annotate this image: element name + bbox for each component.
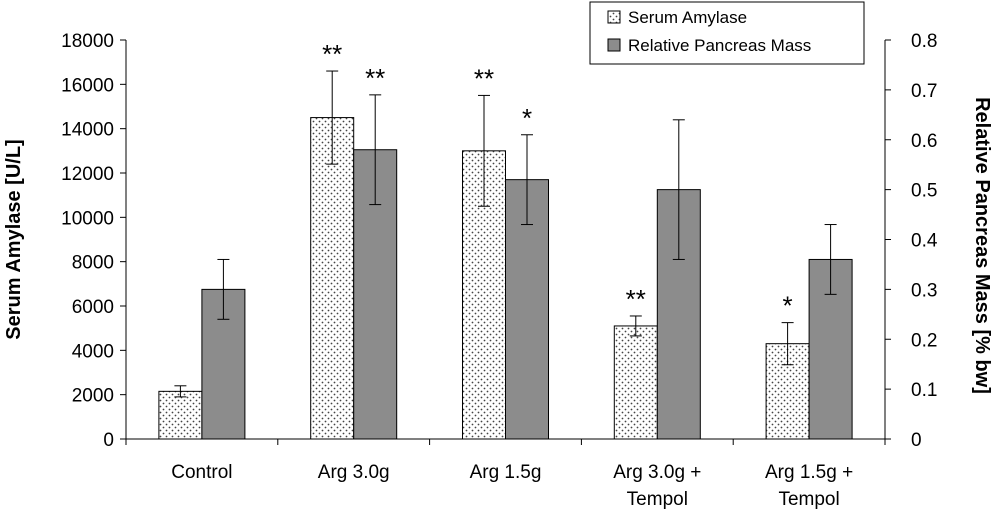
y-right-axis-title: Relative Pancreas Mass [% bw] bbox=[971, 97, 993, 394]
legend-label: Relative Pancreas Mass bbox=[628, 36, 811, 55]
right-tick-label: 0.4 bbox=[911, 231, 938, 252]
left-tick-label: 10000 bbox=[61, 208, 114, 229]
significance-marker: ** bbox=[474, 63, 494, 93]
legend-label: Serum Amylase bbox=[628, 8, 747, 27]
x-category-label: Arg 3.0g + bbox=[613, 462, 701, 483]
legend-swatch bbox=[607, 10, 621, 24]
right-tick-label: 0.5 bbox=[911, 181, 937, 202]
left-tick-label: 18000 bbox=[61, 31, 114, 52]
right-tick-label: 0.2 bbox=[911, 330, 937, 351]
right-tick-label: 0.3 bbox=[911, 280, 937, 301]
left-tick-label: 6000 bbox=[72, 297, 114, 318]
significance-marker: ** bbox=[365, 63, 385, 93]
x-category-label: Arg 1.5g + bbox=[765, 462, 853, 483]
significance-marker: * bbox=[783, 291, 793, 321]
x-category-label: Control bbox=[171, 462, 232, 483]
right-tick-label: 0.8 bbox=[911, 31, 937, 52]
x-category-label: Tempol bbox=[627, 489, 688, 510]
left-tick-label: 4000 bbox=[72, 341, 114, 362]
right-tick-label: 0.6 bbox=[911, 131, 937, 152]
y-left-axis-title: Serum Amylase [U/L] bbox=[3, 139, 25, 339]
x-category-label: Arg 1.5g bbox=[470, 462, 542, 483]
serum-amylase-bar bbox=[613, 325, 658, 440]
left-tick-label: 8000 bbox=[72, 253, 114, 274]
x-category-label: Tempol bbox=[778, 489, 839, 510]
left-tick-label: 14000 bbox=[61, 120, 114, 141]
right-tick-label: 0.1 bbox=[911, 380, 937, 401]
left-tick-label: 12000 bbox=[61, 164, 114, 185]
legend-box bbox=[589, 1, 865, 65]
serum-amylase-bar bbox=[310, 117, 355, 440]
significance-marker: ** bbox=[626, 284, 646, 314]
significance-marker: ** bbox=[322, 39, 342, 69]
significance-marker: * bbox=[522, 103, 532, 133]
left-tick-label: 0 bbox=[103, 430, 114, 451]
right-tick-label: 0.7 bbox=[911, 81, 937, 102]
legend-swatch bbox=[607, 38, 621, 52]
left-tick-label: 16000 bbox=[61, 75, 114, 96]
right-tick-label: 0 bbox=[911, 430, 922, 451]
serum-amylase-bar bbox=[158, 390, 203, 440]
x-category-label: Arg 3.0g bbox=[318, 462, 390, 483]
left-tick-label: 2000 bbox=[72, 386, 114, 407]
